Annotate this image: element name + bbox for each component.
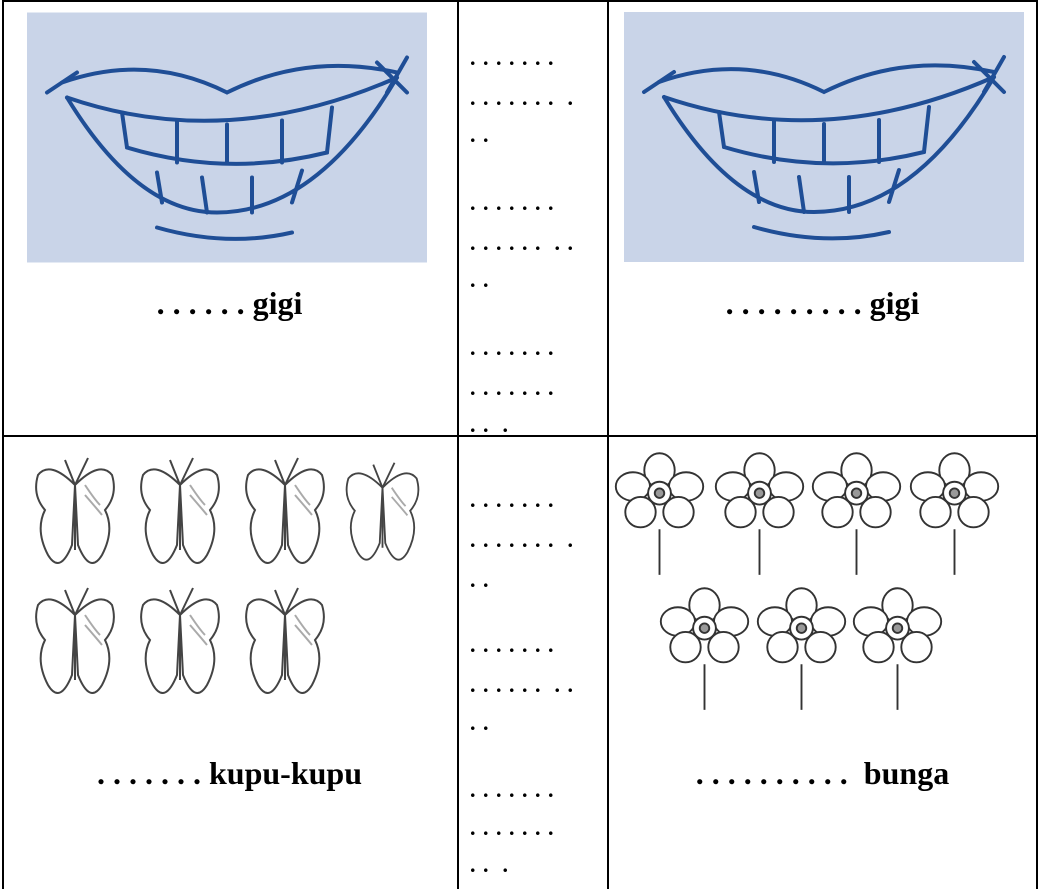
answer-dots: . . . bbox=[470, 852, 509, 877]
answer-dots: . . . . . . . bbox=[470, 777, 555, 802]
answer-dots: . . . . . . . bbox=[470, 45, 555, 70]
answer-dots: . . . . . . . bbox=[470, 632, 555, 657]
border bbox=[2, 0, 4, 889]
answer-dots: . . . . . . . bbox=[470, 375, 555, 400]
answer-dots: . . bbox=[470, 710, 490, 735]
answer-dots: . . bbox=[470, 567, 490, 592]
mouth-image bbox=[624, 12, 1024, 262]
answer-dots: . . . . . . . bbox=[470, 815, 555, 840]
border bbox=[1036, 0, 1038, 889]
answer-dots: . . bbox=[470, 122, 490, 147]
count-label: . . . . . . . . . gigi bbox=[725, 285, 920, 321]
answer-dots: . . . . . . . . bbox=[470, 230, 574, 255]
answer-dots: . . . bbox=[470, 412, 509, 437]
border bbox=[457, 0, 459, 889]
border bbox=[2, 435, 1038, 437]
flowers-image bbox=[614, 452, 1000, 711]
border bbox=[607, 0, 609, 889]
count-label: . . . . . . gigi bbox=[156, 285, 303, 321]
mouth-image bbox=[27, 12, 427, 263]
answer-dots: . . . . . . . bbox=[470, 335, 555, 360]
count-label: . . . . . . . . . . bunga bbox=[695, 755, 950, 791]
answer-dots: . . . . . . . . bbox=[470, 672, 574, 697]
answer-dots: . . . . . . . bbox=[470, 487, 555, 512]
count-label: . . . . . . . kupu-kupu bbox=[96, 755, 363, 791]
border bbox=[2, 0, 1038, 2]
answer-dots: . . . . . . . . bbox=[470, 527, 574, 552]
butterflies-image bbox=[35, 457, 420, 694]
answer-dots: . . . . . . . . bbox=[470, 85, 574, 110]
answer-dots: . . . . . . . bbox=[470, 190, 555, 215]
answer-dots: . . bbox=[470, 267, 490, 292]
